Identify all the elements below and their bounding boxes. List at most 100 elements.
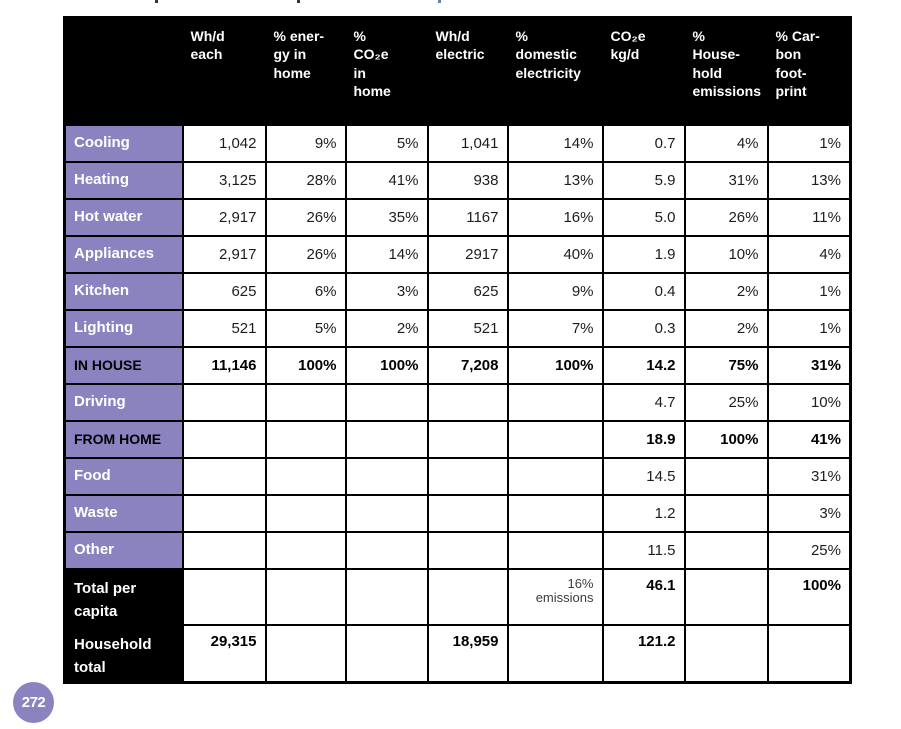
table-cell: 3% xyxy=(344,271,429,311)
table-cell xyxy=(506,456,604,496)
table-cell: 9% xyxy=(264,123,347,163)
table-cell: 2% xyxy=(344,308,429,348)
row-label: Total per capita xyxy=(63,567,184,626)
table-cell xyxy=(344,419,429,459)
table-cell: 1.2 xyxy=(601,493,686,533)
table-row: FROM HOME 18.9 100% 41% xyxy=(63,419,852,459)
table-cell xyxy=(683,624,769,683)
table-cell: 100% xyxy=(264,345,347,385)
row-label: Waste xyxy=(63,493,184,533)
table-body: Cooling 1,042 9% 5% 1,041 14% 0.7 4% 1% Heating 3,… xyxy=(63,123,852,683)
table-cell: 1167 xyxy=(426,197,509,237)
row-label: Driving xyxy=(63,382,184,422)
table-cell: 75% xyxy=(683,345,769,385)
column-header: Wh/d each xyxy=(181,16,267,126)
row-label: Heating xyxy=(63,160,184,200)
table-cell xyxy=(506,624,604,683)
column-header: CO₂e kg/d xyxy=(601,16,686,126)
table-cell: 2% xyxy=(683,308,769,348)
table-cell xyxy=(426,382,509,422)
table-cell: 4% xyxy=(766,234,852,274)
table-cell: 5.0 xyxy=(601,197,686,237)
table-cell: 7% xyxy=(506,308,604,348)
table-row: Heating 3,125 28% 41% 938 13% 5.9 31% 13% xyxy=(63,160,852,200)
table-cell: 31% xyxy=(683,160,769,200)
table-row: Total per capita 16% emissions 46.1 100% xyxy=(63,567,852,626)
row-label: Household total xyxy=(63,624,184,683)
table-cell: 521 xyxy=(426,308,509,348)
energy-emissions-table-wrap: Wh/d each% ener- gy in home% CO₂e in hom… xyxy=(63,16,852,684)
table-cell xyxy=(264,567,347,626)
table-cell: 18,959 xyxy=(426,624,509,683)
table-cell xyxy=(683,493,769,533)
table-cell xyxy=(683,567,769,626)
table-cell xyxy=(264,624,347,683)
row-label: Kitchen xyxy=(63,271,184,311)
table-cell: 0.3 xyxy=(601,308,686,348)
table-cell: 100% xyxy=(683,419,769,459)
table-cell: 16% emissions xyxy=(506,567,604,626)
table-cell: 100% xyxy=(766,567,852,626)
table-row: Cooling 1,042 9% 5% 1,041 14% 0.7 4% 1% xyxy=(63,123,852,163)
table-row: Driving 4.7 25% 10% xyxy=(63,382,852,422)
table-cell xyxy=(344,456,429,496)
table-row: IN HOUSE 11,146 100% 100% 7,208 100% 14.2 75% 31… xyxy=(63,345,852,385)
table-cell: 31% xyxy=(766,456,852,496)
table-cell: 18.9 xyxy=(601,419,686,459)
table-cell: 35% xyxy=(344,197,429,237)
table-cell: 2917 xyxy=(426,234,509,274)
table-cell xyxy=(506,530,604,570)
table-cell: 14.2 xyxy=(601,345,686,385)
table-cell: 41% xyxy=(344,160,429,200)
table-cell: 625 xyxy=(426,271,509,311)
table-cell: 25% xyxy=(766,530,852,570)
table-cell xyxy=(426,493,509,533)
table-cell xyxy=(264,419,347,459)
table-cell: 31% xyxy=(766,345,852,385)
table-cell: 1,042 xyxy=(181,123,267,163)
table-row: Household total 29,315 18,959 121.2 xyxy=(63,624,852,683)
column-header: % CO₂e in home xyxy=(344,16,429,126)
cropped-text-remnant xyxy=(155,0,158,3)
table-cell: 2,917 xyxy=(181,197,267,237)
table-cell: 1% xyxy=(766,271,852,311)
column-header: Wh/d electric xyxy=(426,16,509,126)
table-cell: 5% xyxy=(344,123,429,163)
table-cell xyxy=(766,624,852,683)
table-header: Wh/d each% ener- gy in home% CO₂e in hom… xyxy=(63,16,852,126)
table-cell: 10% xyxy=(683,234,769,274)
table-cell: 521 xyxy=(181,308,267,348)
table-cell: 11,146 xyxy=(181,345,267,385)
table-cell: 40% xyxy=(506,234,604,274)
table-cell: 25% xyxy=(683,382,769,422)
column-header: % House- hold emissions xyxy=(683,16,769,126)
table-cell: 1.9 xyxy=(601,234,686,274)
table-cell: 28% xyxy=(264,160,347,200)
row-label: Lighting xyxy=(63,308,184,348)
table-cell: 26% xyxy=(683,197,769,237)
table-cell xyxy=(344,567,429,626)
table-cell: 3,125 xyxy=(181,160,267,200)
cropped-text-remnant xyxy=(297,0,300,3)
table-cell: 4% xyxy=(683,123,769,163)
table-cell xyxy=(181,493,267,533)
table-cell: 4.7 xyxy=(601,382,686,422)
row-label: FROM HOME xyxy=(63,419,184,459)
row-label: Hot water xyxy=(63,197,184,237)
table-cell xyxy=(181,419,267,459)
row-label: Cooling xyxy=(63,123,184,163)
table-cell xyxy=(344,530,429,570)
table-cell: 6% xyxy=(264,271,347,311)
table-cell: 41% xyxy=(766,419,852,459)
row-label: Food xyxy=(63,456,184,496)
table-cell: 13% xyxy=(506,160,604,200)
table-cell xyxy=(426,567,509,626)
table-cell: 1,041 xyxy=(426,123,509,163)
table-cell xyxy=(181,567,267,626)
table-cell: 9% xyxy=(506,271,604,311)
energy-emissions-table: Wh/d each% ener- gy in home% CO₂e in hom… xyxy=(63,16,852,684)
table-cell: 14% xyxy=(344,234,429,274)
table-row: Hot water 2,917 26% 35% 1167 16% 5.0 26% 11% xyxy=(63,197,852,237)
row-label: Other xyxy=(63,530,184,570)
